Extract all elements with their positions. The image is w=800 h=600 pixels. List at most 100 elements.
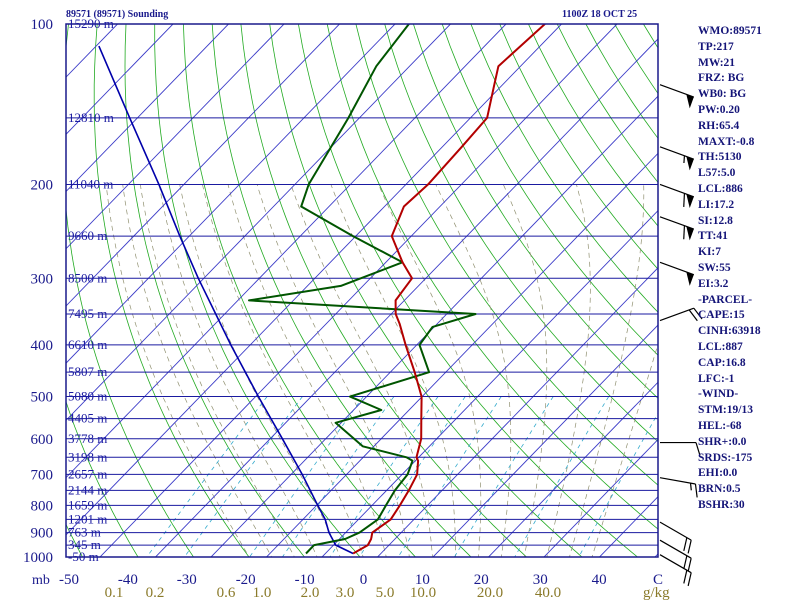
dry-adiabat (413, 24, 658, 399)
dry-adiabat (66, 523, 83, 557)
indices-panel: WMO:89571 TP:217 MW:21 FRZ: BG WB0: BG PW:0.2… (698, 24, 762, 514)
mixing-ratio-tick-label: 0.1 (105, 585, 124, 600)
index-item: MW:21 (698, 56, 736, 69)
wind-barb (659, 477, 698, 498)
mixing-ratio-tick-label: 5.0 (376, 585, 395, 600)
dry-adiabat (585, 24, 658, 139)
dry-adiabat (66, 24, 194, 557)
wind-barbs (659, 84, 703, 587)
index-item: -PARCEL- (698, 293, 753, 306)
barb-full (683, 555, 688, 570)
index-item: STM:19/13 (698, 404, 753, 417)
isotherm (487, 381, 658, 557)
dry-adiabat (211, 24, 472, 557)
moist-adiabat (158, 184, 318, 557)
index-item: CAPE:15 (698, 309, 745, 322)
isotherm (99, 24, 618, 557)
height-label: 3198 m (68, 449, 107, 464)
isotherm (66, 24, 562, 536)
temperature-tick-label: 30 (533, 572, 548, 588)
temperature-tick-label: -30 (177, 572, 197, 588)
height-label: 4405 m (68, 411, 107, 426)
height-label: 345 m (68, 537, 101, 552)
dry-adiabat (0, 24, 32, 568)
moist-adiabat (569, 184, 645, 557)
barb-flag (686, 226, 694, 241)
pressure-tick-label: 500 (31, 390, 54, 406)
isotherm (66, 24, 229, 193)
index-item: BRN:0.5 (698, 483, 741, 496)
wind-barb (659, 521, 692, 554)
barb-staff (659, 307, 695, 322)
barb-staff (659, 146, 695, 160)
wind-barb (659, 183, 695, 209)
barb-full (687, 558, 692, 572)
barb-staff (659, 84, 695, 98)
mixing-ratio-tick-label: 2.0 (301, 585, 320, 600)
isotherm (432, 324, 658, 557)
index-item: LCL:886 (698, 182, 743, 195)
temperature-tick-label: 20 (474, 572, 489, 588)
parcel-trace (98, 45, 354, 555)
barb-flag (686, 94, 694, 109)
temperature-trace (352, 24, 546, 555)
isotherm (66, 24, 396, 364)
mixing-ratio-tick-label: 10.0 (410, 585, 436, 600)
moist-adiabat (591, 342, 658, 557)
index-item: LFC:-1 (698, 372, 735, 385)
dry-adiabats (0, 24, 800, 568)
height-label: -50 m (68, 549, 99, 564)
index-item: HEL:-68 (698, 419, 742, 432)
wind-barb (659, 261, 695, 286)
height-label: 2657 m (68, 466, 107, 481)
barb-staff (659, 183, 695, 198)
dry-adiabat (298, 24, 639, 557)
height-label: 8500 m (68, 270, 107, 285)
dry-adiabat (66, 400, 139, 557)
pressure-unit-label: mb (32, 573, 50, 588)
height-label: 763 m (68, 525, 101, 540)
isobars (66, 24, 658, 557)
pressure-tick-label: 400 (31, 338, 54, 354)
moist-adiabat (227, 184, 387, 557)
isotherm (210, 95, 658, 557)
barb-full (683, 570, 688, 584)
dry-adiabat (240, 24, 528, 557)
index-item: SHR+:0.0 (698, 435, 747, 448)
index-item: SI:12.8 (698, 214, 733, 227)
isotherm (0, 24, 62, 568)
moist-adiabat (435, 184, 512, 557)
barb-full (688, 309, 698, 322)
temperature-tick-label: 0 (360, 572, 368, 588)
index-item: CINH:63918 (698, 325, 761, 338)
temperature-tick-label: -10 (295, 572, 315, 588)
barb-full (683, 225, 686, 240)
mixing-ratio-line (358, 396, 466, 557)
index-item: FRZ: BG (698, 72, 745, 85)
station-title: 89571 (89571) Sounding (66, 9, 169, 20)
temperature-tick-label: -50 (59, 572, 79, 588)
dry-adiabat (326, 24, 658, 530)
barb-staff (659, 216, 695, 230)
moist-adiabat (546, 184, 591, 557)
moist-adiabat (502, 184, 548, 557)
mixing-ratio-line (397, 396, 502, 557)
height-label: 6610 m (68, 337, 107, 352)
dry-adiabat (499, 24, 658, 270)
index-item: EI:3.2 (698, 277, 729, 290)
barb-staff (659, 477, 696, 485)
barb-flag (686, 271, 694, 286)
barb-flag (686, 156, 694, 171)
barb-full (683, 537, 688, 551)
mixing-ratio-line (453, 396, 554, 557)
index-item: BSHR:30 (698, 498, 745, 511)
barb-staff (659, 539, 692, 559)
index-item: SW:55 (698, 261, 731, 274)
moist-adiabats (105, 184, 658, 557)
dry-adiabat (787, 24, 800, 568)
mixing-ratio-tick-label: 1.0 (253, 585, 272, 600)
mixing-ratio-tick-label: 3.0 (336, 585, 355, 600)
mixing-ratio-tick-label: 20.0 (477, 585, 503, 600)
dry-adiabat (441, 24, 658, 356)
barb-staff (659, 261, 695, 276)
